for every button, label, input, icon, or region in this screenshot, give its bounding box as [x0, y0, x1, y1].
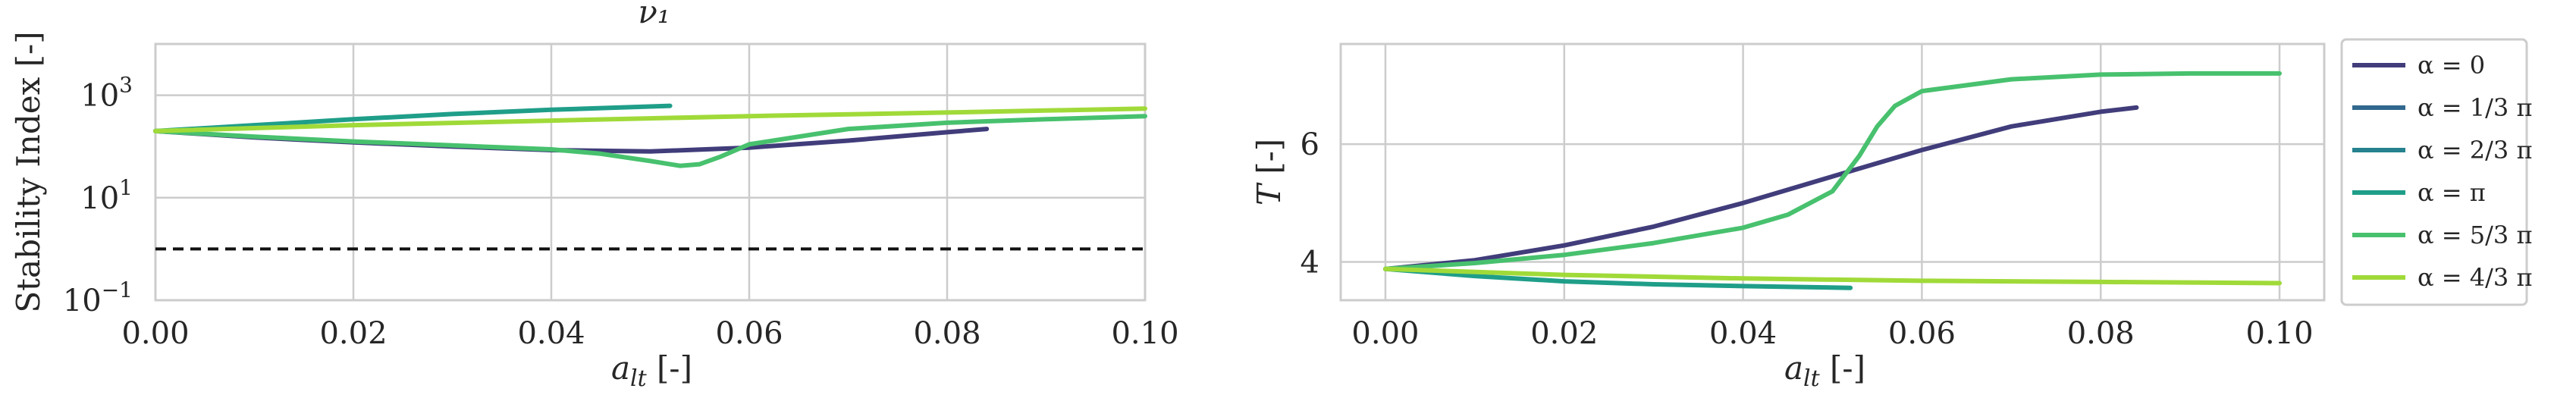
x-tick-label: 0.02	[319, 316, 387, 351]
x-tick-label: 0.00	[121, 316, 189, 351]
series-line	[1383, 266, 1853, 290]
y-tick-label: 101	[80, 175, 133, 216]
right-chart: 0.00 0.02 0.04 0.06 0.08 0.10 4 6 alt [-] T [-]	[1250, 42, 2326, 392]
series-line	[153, 103, 673, 133]
series-line	[1383, 266, 2282, 286]
legend-label: α = 2/3 π	[2418, 136, 2532, 165]
x-tick-label: 0.04	[1709, 316, 1777, 351]
y-axis-label: T [-]	[1250, 139, 1288, 205]
x-tick-label: 0.02	[1530, 316, 1598, 351]
x-tick-label: 0.08	[913, 316, 981, 351]
x-tick-label: 0.04	[517, 316, 585, 351]
series-line	[153, 127, 990, 154]
y-tick-label: 10−1	[63, 277, 133, 318]
y-tick-label: 6	[1301, 127, 1319, 162]
plot-frame	[1339, 42, 2326, 302]
legend-label: α = 5/3 π	[2418, 221, 2532, 249]
x-tick-label: 0.06	[1888, 316, 1956, 351]
x-axis-label: alt [-]	[1784, 349, 1865, 392]
x-tick-label: 0.10	[1111, 316, 1178, 351]
series-line	[153, 114, 1147, 168]
series-line	[1383, 71, 2282, 271]
y-tick-label: 4	[1301, 245, 1319, 280]
x-tick-label: 0.06	[715, 316, 783, 351]
chart-title: ν₁	[638, 0, 670, 30]
x-tick-label: 0.00	[1351, 316, 1419, 351]
x-tick-label: 0.10	[2246, 316, 2314, 351]
y-tick-label: 103	[80, 73, 133, 114]
legend-label: α = 0	[2418, 51, 2485, 80]
legend-label: α = π	[2418, 178, 2486, 207]
legend: α = 0 α = 1/3 π α = 2/3 π α = π α = 5/3 π α =…	[2340, 38, 2532, 306]
plot-frame	[154, 42, 1147, 302]
x-axis-label: alt [-]	[611, 349, 692, 392]
x-tick-label: 0.08	[2067, 316, 2135, 351]
legend-label: α = 1/3 π	[2418, 93, 2532, 122]
series-line	[1383, 105, 2139, 271]
y-axis-label: Stability Index [-]	[10, 31, 47, 312]
series-line	[153, 106, 1147, 133]
left-chart: 0.00 0.02 0.04 0.06 0.08 0.10 10−1 101 103 ν₁ alt …	[10, 0, 1179, 392]
legend-label: α = 4/3 π	[2418, 263, 2532, 292]
